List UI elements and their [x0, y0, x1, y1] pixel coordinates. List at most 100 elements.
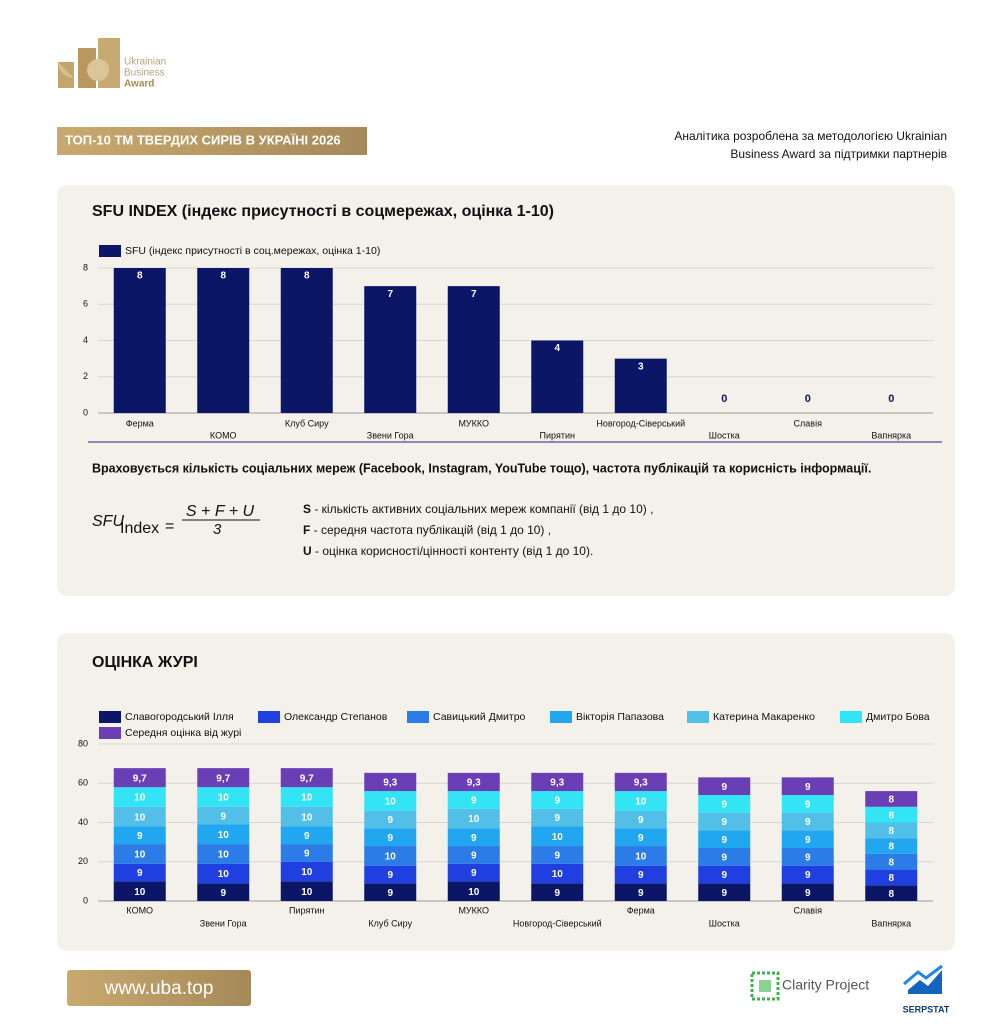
bar: [614, 828, 667, 847]
bar: [197, 824, 250, 845]
legend-label: Вікторія Папазова: [576, 711, 664, 723]
value-label: 10: [635, 797, 647, 808]
chart: 0 2 4 6 8 SFU (індекс присутності в соц.мереж…: [83, 245, 933, 440]
value-label: 9: [721, 870, 727, 881]
legend-swatch: [687, 711, 709, 723]
value-label: 9: [554, 813, 560, 824]
legend-swatch: [550, 711, 572, 723]
value-label: 8: [888, 826, 894, 837]
x-tick-label: МУККО: [458, 418, 489, 428]
value-label: 9: [805, 852, 811, 863]
x-tick-label: Шостка: [709, 918, 740, 928]
bar: [113, 768, 166, 788]
value-label: 9,3: [550, 778, 564, 789]
value-label: 9: [471, 796, 477, 807]
bar: [197, 268, 250, 413]
legend-swatch: [99, 711, 121, 723]
partner-name: SERPSTAT: [903, 1004, 950, 1014]
bar: [865, 791, 918, 807]
bar: [197, 883, 250, 901]
bar: [781, 883, 834, 901]
value-label: 10: [301, 867, 313, 878]
bar: [197, 768, 250, 788]
x-tick-label: Новгород-Сіверський: [596, 418, 685, 428]
bar: [698, 795, 751, 813]
bar: [280, 768, 333, 788]
bar: [364, 865, 417, 884]
legend-label: Олександр Степанов: [284, 711, 388, 723]
bar: [113, 844, 166, 864]
x-tick-label: Славія: [794, 418, 823, 428]
legend-label: Катерина Макаренко: [713, 711, 815, 723]
value-label: 9: [805, 835, 811, 846]
value-label: 10: [134, 793, 146, 804]
bar: [865, 853, 918, 870]
x-tick-label: Звени Гора: [200, 918, 247, 928]
badge-text: ТОП-10 ТМ ТВЕРДИХ СИРІВ В УКРАЇНІ 2026: [65, 132, 341, 147]
url-text[interactable]: www.uba.top: [104, 978, 214, 999]
definition: S - кількість активних соціальних мереж …: [303, 502, 653, 516]
bar: [113, 806, 166, 827]
formula-numerator: S + F + U: [186, 503, 255, 520]
bar: [531, 772, 584, 792]
bar: [280, 826, 333, 845]
value-label: 10: [468, 887, 480, 898]
x-tick-label: МУККО: [458, 905, 489, 915]
value-label: 9: [304, 831, 310, 842]
bar: [781, 865, 834, 884]
logo-text: Business: [124, 68, 165, 79]
bar: [865, 838, 918, 854]
bar: [364, 846, 417, 866]
value-label: 9,3: [383, 778, 397, 789]
x-tick-label: Вапнярка: [871, 430, 911, 440]
value-label: 0: [888, 393, 894, 405]
bar: [865, 806, 918, 823]
definition: U - оцінка корисності/цінності контенту …: [303, 544, 593, 558]
formula-lhs: SFU: [92, 513, 124, 530]
value-label: 9: [805, 782, 811, 793]
x-tick-label: Славія: [794, 905, 823, 915]
value-label: 9: [554, 888, 560, 899]
value-label: 9: [304, 849, 310, 860]
url-button[interactable]: [67, 970, 251, 1006]
value-label: 10: [134, 887, 146, 898]
value-label: 8: [220, 271, 226, 282]
x-tick-label: Шостка: [709, 430, 740, 440]
x-tick-label: Клуб Сиру: [285, 418, 329, 428]
legend-swatch: [99, 727, 121, 739]
bar: [614, 846, 667, 866]
value-label: 9: [471, 868, 477, 879]
bar: [280, 787, 333, 807]
bar: [364, 810, 417, 829]
value-label: 9: [387, 815, 393, 826]
bar: [447, 881, 500, 901]
value-label: 9: [721, 817, 727, 828]
bar: [280, 268, 333, 413]
legend-label: Середня оцінка від журі: [125, 727, 241, 739]
bar: [197, 787, 250, 807]
bar: [364, 883, 417, 901]
value-label: 7: [471, 289, 477, 300]
value-label: 9: [638, 888, 644, 899]
bar: [781, 848, 834, 866]
value-label: 8: [888, 857, 894, 868]
value-label: 10: [218, 793, 230, 804]
bar: [781, 777, 834, 796]
definition-key: F: [303, 523, 310, 537]
value-label: 9: [638, 870, 644, 881]
bar: [447, 772, 500, 792]
bar: [865, 822, 918, 839]
x-tick-label: КОМО: [126, 905, 153, 915]
x-tick-label: Ферма: [627, 905, 655, 915]
bar: [447, 791, 500, 809]
legend-label: Дмитро Бова: [866, 711, 930, 723]
bar: [865, 869, 918, 886]
value-label: 9,3: [467, 778, 481, 789]
definition-text: - середня частота публікацій (від 1 до 1…: [310, 523, 551, 537]
value-label: 0: [805, 393, 811, 405]
legend-label: SFU (індекс присутності в соц.мережах, о…: [125, 245, 380, 257]
bar: [781, 795, 834, 813]
bar: [531, 883, 584, 901]
